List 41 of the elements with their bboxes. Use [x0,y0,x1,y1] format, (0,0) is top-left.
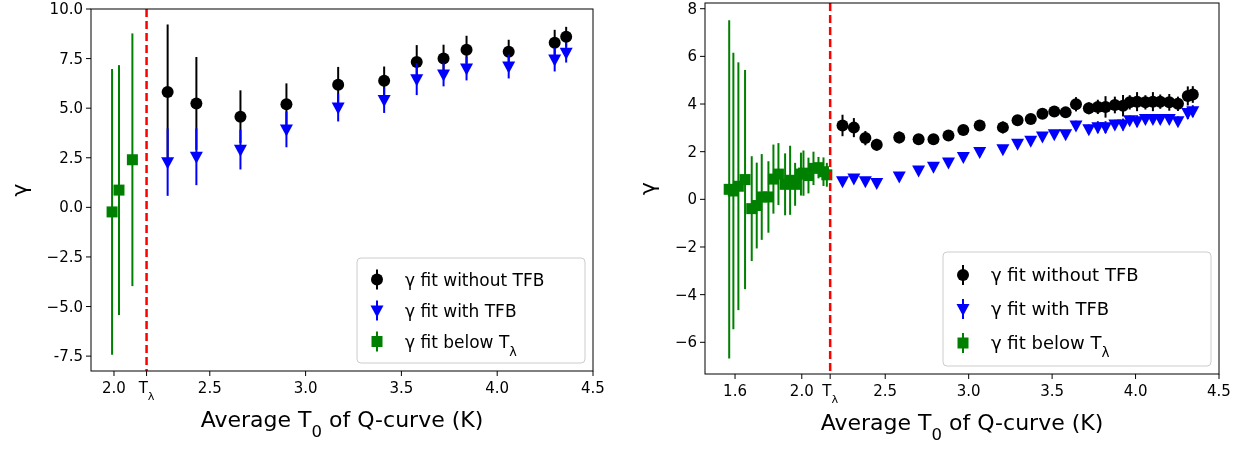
x-tick-label: T$_{λ}$ [137,379,155,403]
y-tick-label: −5.0 [46,297,83,316]
x-tick-label: 1.6 [723,382,747,400]
x-tick-label: T$_{λ}$ [821,382,839,406]
y-tick-label: 5.0 [59,99,83,118]
legend-label: γ fit with TFB [405,300,517,321]
y-tick-label: 2 [687,142,697,161]
x-tick-label: 4.0 [485,379,510,397]
x-tick-label: 3.0 [956,382,981,400]
y-tick-label: −6 [674,333,697,352]
x-tick-label: 3.5 [389,379,414,397]
legend-label: γ fit without TFB [991,264,1139,285]
x-axis-title: Average T$_{0}$ of Q-curve (K) [820,410,1104,444]
x-tick-label: 4.5 [1207,382,1231,400]
y-tick-label: -7.5 [53,347,83,366]
legend-label: γ fit below T$_{λ}$ [991,332,1110,360]
x-tick-label: 4.0 [1123,382,1148,400]
y-tick-label: 10.0 [49,0,83,18]
legend-label: γ fit below T$_{λ}$ [405,331,518,358]
x-tick-label: 3.0 [293,379,318,397]
y-tick-label: −2 [674,238,697,256]
x-tick-label: 2.0 [102,379,126,397]
y-tick-label: 8 [687,0,697,18]
legend-label: γ fit without TFB [405,269,545,290]
y-axis-title: γ [635,181,660,196]
x-tick-label: 4.5 [581,379,605,397]
x-tick-label: 2.5 [197,379,222,397]
x-tick-label: 2.5 [873,382,898,400]
x-tick-label: 3.5 [1040,382,1065,400]
y-tick-label: 4 [687,95,697,114]
y-tick-label: 2.5 [59,148,83,167]
y-tick-label: 6 [687,47,697,66]
y-tick-label: −2.5 [46,247,83,266]
x-axis-title: Average T$_{0}$ of Q-curve (K) [200,407,484,441]
y-tick-label: −4 [674,285,697,304]
y-tick-label: 0.0 [59,198,83,217]
y-tick-label: 0 [687,190,697,209]
y-tick-label: 7.5 [59,49,83,68]
x-tick-label: 2.0 [789,382,814,400]
y-axis-title: γ [7,183,32,197]
legend-label: γ fit with TFB [991,298,1110,319]
